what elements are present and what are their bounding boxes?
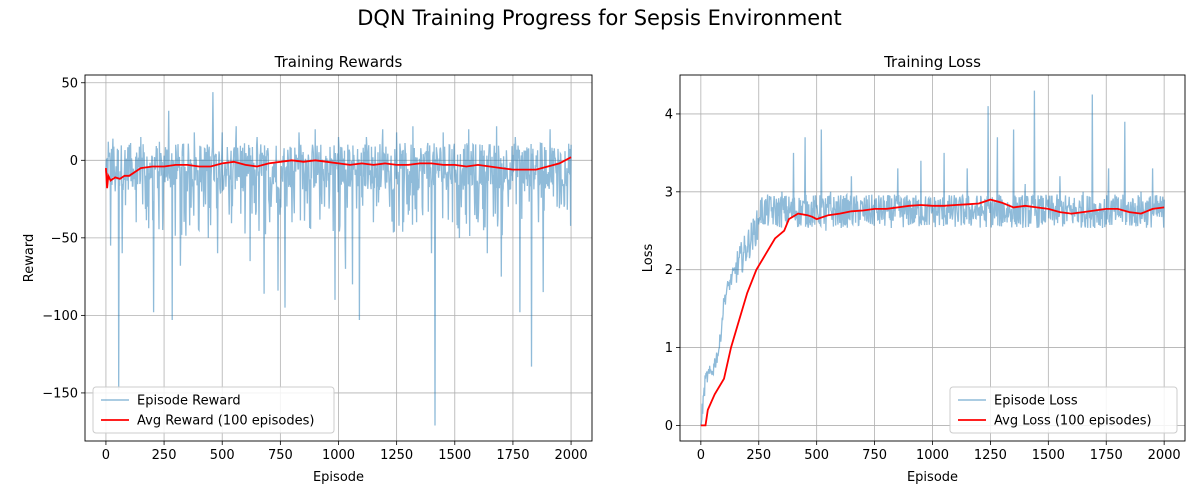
y-tick-label: 4 (665, 107, 673, 122)
x-tick-label: 1500 (1032, 448, 1065, 463)
y-tick-label: 2 (665, 263, 673, 278)
y-axis-label: Reward (22, 234, 37, 282)
y-tick-label: 0 (70, 154, 78, 169)
x-tick-label: 1500 (438, 448, 471, 463)
y-axis-label: Loss (641, 244, 656, 273)
x-tick-label: 1250 (974, 448, 1007, 463)
y-tick-label: 50 (61, 76, 78, 91)
x-axis-label: Episode (907, 470, 958, 485)
y-tick-label: 3 (665, 185, 673, 200)
x-tick-label: 250 (746, 448, 771, 463)
y-tick-label: −150 (42, 386, 78, 401)
legend-box (949, 386, 1178, 434)
legend-label: Avg Reward (100 episodes) (137, 414, 314, 429)
x-tick-label: 2000 (555, 448, 588, 463)
y-tick-label: −50 (51, 231, 78, 246)
episode-series-line (105, 92, 572, 426)
x-tick-label: 1750 (496, 448, 529, 463)
chart-title: Training Rewards (274, 53, 403, 71)
x-tick-label: 1250 (380, 448, 413, 463)
x-tick-label: 0 (102, 448, 110, 463)
x-tick-label: 750 (268, 448, 293, 463)
x-axis-label: Episode (313, 470, 364, 485)
x-tick-label: 1000 (322, 448, 355, 463)
y-tick-label: 0 (665, 419, 673, 434)
legend-box (92, 386, 335, 434)
legend-label: Episode Loss (994, 394, 1078, 409)
x-tick-label: 0 (697, 448, 705, 463)
avg-series-line (700, 198, 1165, 427)
x-tick-label: 250 (152, 448, 177, 463)
figure-title: DQN Training Progress for Sepsis Environ… (357, 6, 842, 30)
legend-label: Avg Loss (100 episodes) (994, 414, 1152, 429)
y-tick-label: −100 (42, 309, 78, 324)
x-tick-label: 500 (804, 448, 829, 463)
episode-series-line (700, 90, 1165, 426)
avg-series-line (105, 156, 572, 189)
y-tick-label: 1 (665, 341, 673, 356)
x-tick-label: 2000 (1148, 448, 1181, 463)
x-tick-label: 500 (210, 448, 235, 463)
x-tick-label: 750 (862, 448, 887, 463)
chart-title: Training Loss (883, 53, 981, 71)
x-tick-label: 1000 (916, 448, 949, 463)
legend-label: Episode Reward (137, 394, 241, 409)
x-tick-label: 1750 (1090, 448, 1123, 463)
